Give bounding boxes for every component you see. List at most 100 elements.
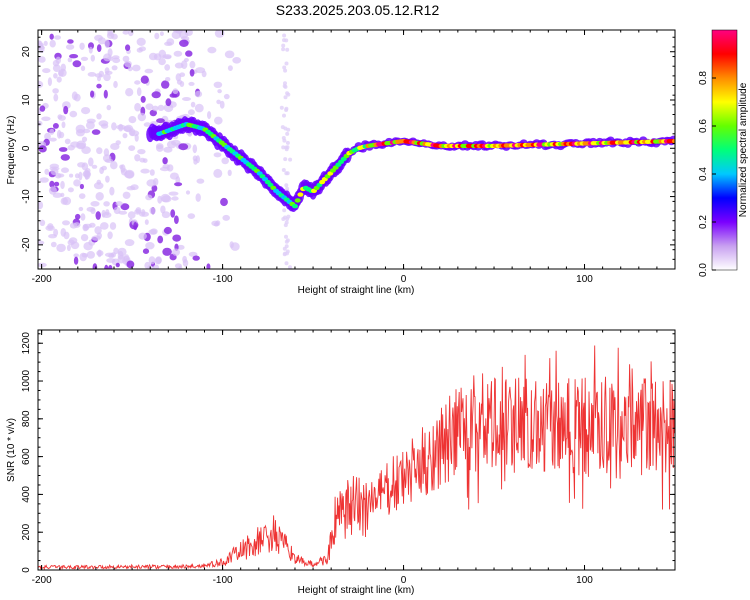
noise-blob <box>104 264 109 269</box>
noise-blob <box>125 88 134 97</box>
noise-blob <box>176 79 183 85</box>
noise-blob <box>55 56 61 64</box>
x-tick-label: 100 <box>576 274 593 285</box>
noise-blob <box>219 100 225 109</box>
noise-blob <box>90 54 96 62</box>
noise-blob <box>103 73 111 82</box>
noise-blob <box>64 138 71 145</box>
noise-blob <box>143 122 152 127</box>
noise-blob <box>221 157 229 165</box>
noise-blob <box>85 121 95 130</box>
noise-blob <box>133 222 138 231</box>
colorbar-label: Normalized spectral amplitude <box>738 82 749 217</box>
noise-blob <box>98 70 105 78</box>
snr-x-axis: -200 -100 0 100 <box>32 330 676 586</box>
noise-blob <box>86 251 96 259</box>
snr-data <box>38 345 675 570</box>
noise-blob <box>153 178 159 186</box>
noise-blob <box>283 215 287 220</box>
noise-blob <box>96 113 102 120</box>
noise-blob <box>213 152 222 158</box>
noise-blob <box>138 46 146 52</box>
noise-blob <box>104 252 115 257</box>
noise-blob <box>229 241 234 249</box>
noise-blob <box>148 256 156 265</box>
noise-blob <box>62 220 70 226</box>
noise-blob <box>144 68 154 74</box>
noise-blob <box>75 213 81 220</box>
figure-title: S233.2025.203.05.12.R12 <box>275 2 440 18</box>
y-tick-label: 0 <box>21 145 32 151</box>
noise-blob <box>281 47 286 52</box>
noise-blob <box>73 256 79 265</box>
noise-blob <box>79 183 84 190</box>
noise-blob <box>75 129 85 137</box>
noise-blob <box>156 118 165 124</box>
noise-blob <box>156 144 164 152</box>
noise-blob <box>285 91 290 96</box>
noise-blob <box>220 197 228 207</box>
noise-blob <box>108 265 113 269</box>
noise-blob <box>140 95 146 103</box>
noise-blob <box>189 69 195 77</box>
noise-blob <box>73 179 81 187</box>
noise-blob <box>166 38 175 46</box>
noise-blob <box>39 177 49 183</box>
noise-blob <box>207 111 212 120</box>
noise-blob <box>113 80 118 89</box>
noise-blob <box>162 157 168 165</box>
spectrogram-data <box>38 30 675 269</box>
colorbar-ticks: 0.0 0.2 0.4 0.6 0.8 <box>698 71 716 277</box>
noise-blob <box>78 206 84 212</box>
noise-blob <box>126 260 135 269</box>
noise-blob <box>189 60 196 69</box>
noise-blob <box>281 168 286 172</box>
noise-blob <box>187 213 196 220</box>
noise-blob <box>57 173 65 178</box>
snr-y-axis: 0 200 400 600 800 1000 1200 <box>21 332 675 573</box>
noise-blob <box>94 34 103 42</box>
noise-blob <box>217 89 222 94</box>
x-tick-label: 0 <box>401 274 407 285</box>
noise-blob <box>134 209 142 215</box>
noise-blob <box>124 60 132 68</box>
noise-blob <box>111 122 117 131</box>
noise-blob <box>284 183 289 188</box>
noise-blob <box>101 209 106 218</box>
noise-blob <box>281 43 286 48</box>
noise-blob <box>39 105 46 112</box>
noise-blob <box>110 161 118 170</box>
colorbar-tick-label: 0.0 <box>698 263 709 277</box>
noise-blob <box>160 193 171 203</box>
ridge-core <box>672 138 675 144</box>
noise-blob <box>73 93 81 102</box>
noise-blob <box>96 147 103 155</box>
colorbar: 0.0 0.2 0.4 0.6 0.8 Normalized spectral ampl… <box>698 29 749 277</box>
noise-blob <box>98 120 109 127</box>
noise-blob <box>157 104 165 111</box>
noise-blob <box>103 201 110 207</box>
noise-blob <box>141 209 146 217</box>
spectrogram-frame <box>37 29 676 270</box>
y-tick-label: 200 <box>21 523 32 540</box>
noise-blob <box>284 239 289 244</box>
noise-blob <box>100 222 109 230</box>
noise-blob <box>103 89 108 99</box>
x-tick-label: -200 <box>32 575 52 586</box>
noise-blob <box>206 263 211 269</box>
noise-blob <box>283 126 288 131</box>
noise-blob <box>60 63 66 72</box>
noise-blob <box>106 104 112 111</box>
y-tick-label: 1000 <box>21 369 32 392</box>
noise-blob <box>118 210 128 215</box>
noise-blob <box>214 30 225 38</box>
noise-blob <box>96 83 102 89</box>
noise-blob <box>58 70 64 77</box>
noise-blob <box>83 242 93 251</box>
noise-blob <box>172 88 179 95</box>
noise-blob <box>170 209 176 218</box>
noise-blob <box>54 181 60 187</box>
noise-blob <box>187 109 195 116</box>
x-tick-label: -200 <box>32 274 52 285</box>
